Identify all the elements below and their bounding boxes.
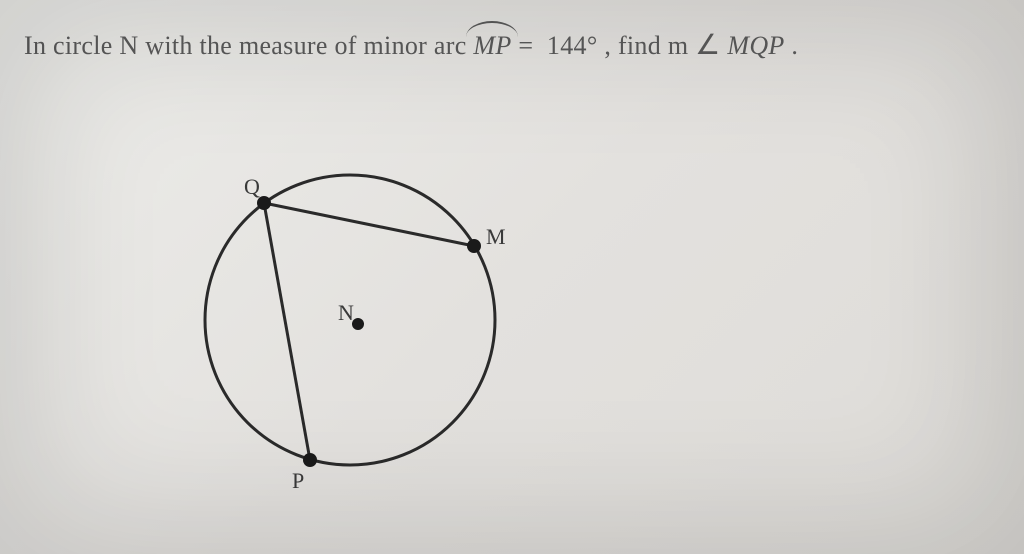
arc-symbol [466, 21, 518, 37]
problem-statement: In circle N with the measure of minor ar… [24, 28, 1000, 62]
text-prefix: In circle N with the measure of minor ar… [24, 31, 473, 60]
text-comma: , find m [604, 31, 688, 60]
angle-name: MQP [727, 31, 784, 60]
point-q-label: Q [244, 174, 260, 199]
point-p-label: P [292, 468, 304, 493]
center-label: N [338, 300, 354, 325]
arc-expression: MP [473, 31, 511, 61]
chord-qp [264, 203, 310, 460]
equals-sign: = [518, 31, 533, 60]
arc-value: 144° [540, 31, 597, 60]
point-m-label: M [486, 224, 506, 249]
circle-diagram: N Q M P [170, 140, 530, 520]
angle-symbol: ∠ [695, 30, 720, 61]
point-p-dot [303, 453, 317, 467]
point-m-dot [467, 239, 481, 253]
period: . [791, 31, 798, 60]
